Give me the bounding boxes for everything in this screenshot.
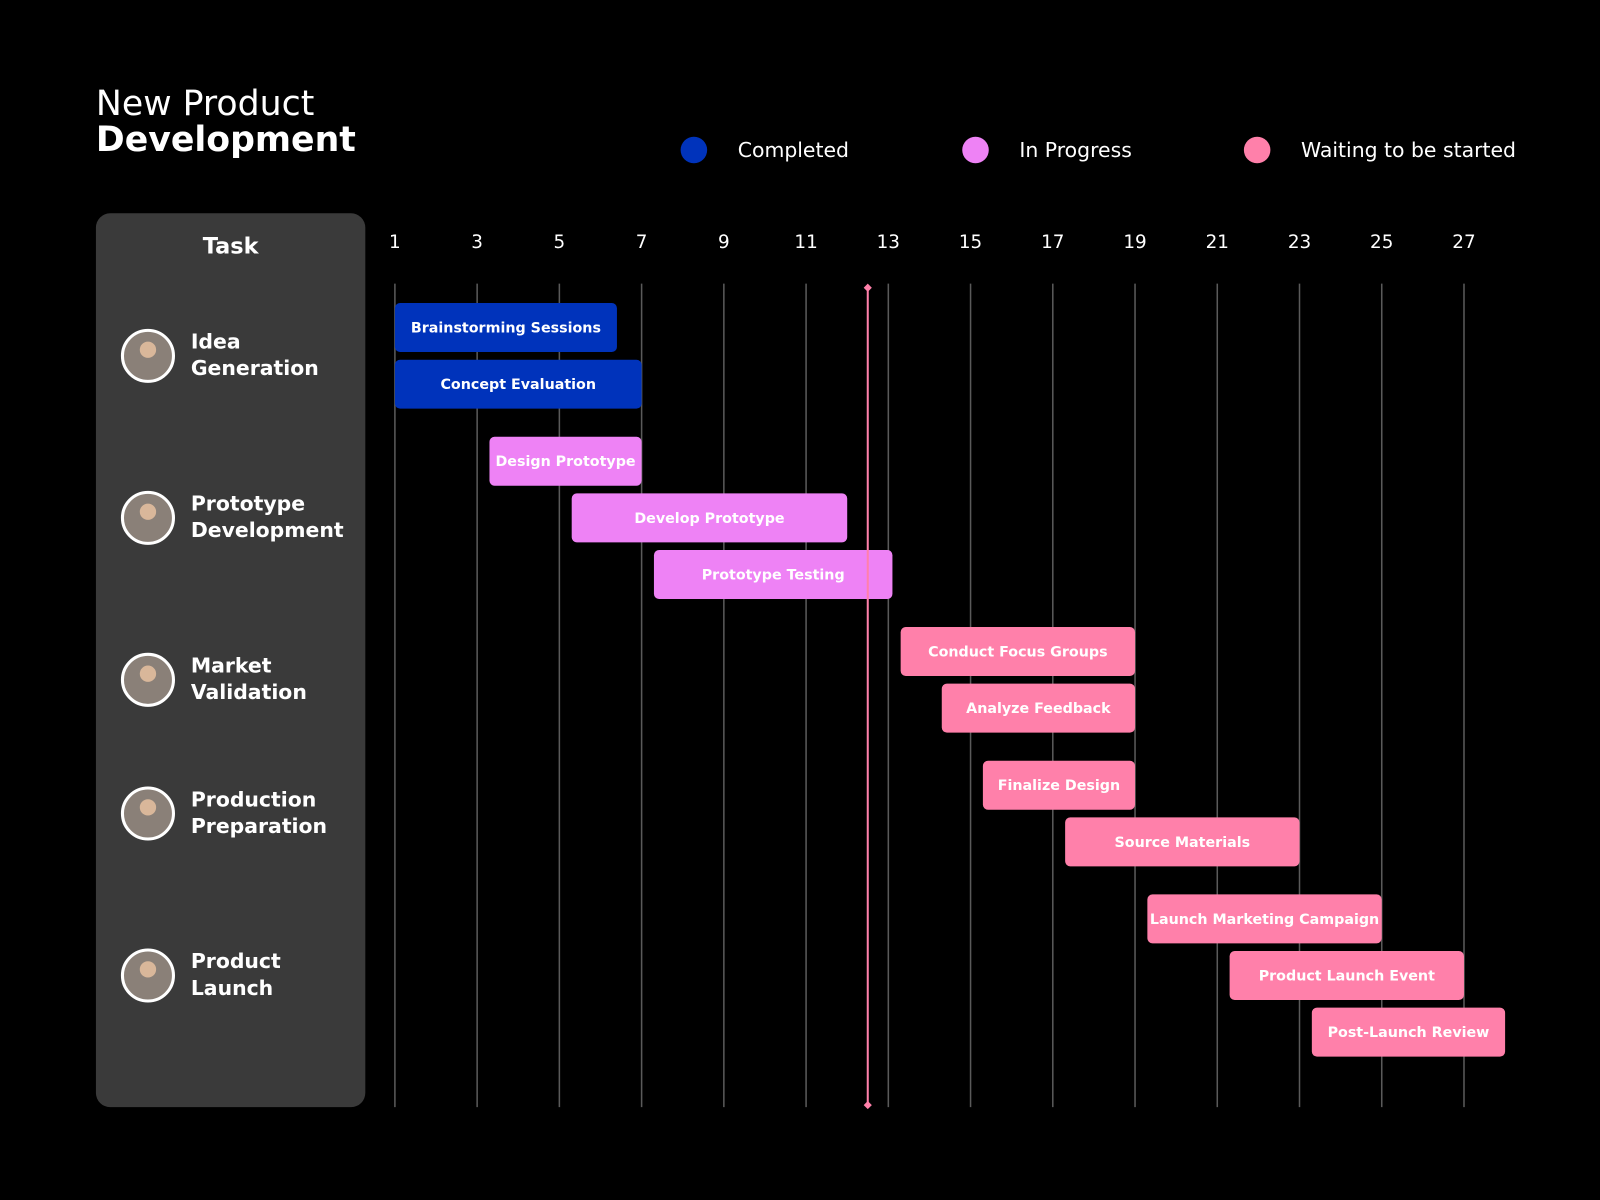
phase-label: Generation (191, 356, 319, 380)
task-label: Design Prototype (495, 454, 635, 470)
task-bar (982, 760, 1136, 810)
x-tick-label: 23 (1288, 232, 1311, 253)
task-label: Finalize Design (998, 778, 1120, 794)
phase-label: Launch (191, 976, 273, 1000)
task-bar (571, 493, 848, 543)
task-bar (900, 627, 1136, 677)
today-marker-end (863, 283, 872, 292)
task-label: Launch Marketing Campaign (1150, 912, 1379, 928)
task-bar (394, 359, 642, 409)
avatar-head (139, 665, 157, 682)
task-bar (1311, 1007, 1506, 1057)
legend-swatch (1243, 136, 1271, 164)
task-bar (1065, 817, 1300, 867)
legend-swatch (962, 136, 989, 164)
x-tick-label: 1 (389, 232, 401, 253)
x-tick-label: 19 (1123, 232, 1146, 253)
task-panel (95, 213, 366, 1108)
phase-label: Product (191, 949, 281, 973)
legend-label: Waiting to be started (1301, 138, 1516, 162)
task-label: Concept Evaluation (440, 377, 596, 393)
task-header: Task (203, 233, 260, 259)
x-tick-label: 11 (794, 232, 817, 253)
phase-label: Market (191, 654, 272, 678)
task-label: Product Launch Event (1259, 969, 1435, 985)
x-tick-label: 3 (471, 232, 483, 253)
task-label: Post-Launch Review (1328, 1025, 1490, 1041)
task-label: Brainstorming Sessions (411, 321, 601, 337)
today-marker-end (863, 1101, 872, 1110)
phase-label: Prototype (191, 492, 305, 516)
task-bar (394, 303, 617, 353)
phase-label: Idea (191, 330, 241, 354)
task-bar (489, 436, 642, 486)
avatar-head (139, 503, 157, 520)
x-tick-label: 15 (959, 232, 982, 253)
avatar-head (139, 341, 157, 358)
chart-title: New Product (96, 84, 314, 124)
phase-label: Preparation (191, 814, 327, 838)
task-bar (1229, 951, 1464, 1000)
phase-label: Production (191, 787, 316, 811)
chart-title: Development (96, 120, 356, 160)
task-bar (1147, 894, 1382, 944)
x-tick-label: 27 (1452, 232, 1475, 253)
x-tick-label: 21 (1206, 232, 1229, 253)
x-tick-label: 13 (877, 232, 900, 253)
task-label: Develop Prototype (634, 511, 784, 527)
task-bar (941, 683, 1136, 733)
phase-label: Development (191, 518, 344, 542)
x-tick-label: 7 (636, 232, 648, 253)
x-tick-label: 9 (718, 232, 730, 253)
legend-label: In Progress (1019, 138, 1131, 162)
avatar-head (139, 961, 157, 978)
x-tick-label: 17 (1041, 232, 1064, 253)
avatar-head (139, 799, 157, 816)
task-label: Conduct Focus Groups (928, 645, 1107, 661)
phase-label: Validation (191, 680, 307, 704)
x-tick-label: 5 (554, 232, 566, 253)
task-bar (653, 550, 893, 599)
task-label: Analyze Feedback (966, 701, 1111, 717)
x-tick-label: 25 (1370, 232, 1393, 253)
legend-swatch (680, 136, 708, 164)
legend-label: Completed (738, 138, 849, 162)
task-label: Prototype Testing (702, 568, 845, 584)
task-label: Source Materials (1115, 835, 1251, 851)
